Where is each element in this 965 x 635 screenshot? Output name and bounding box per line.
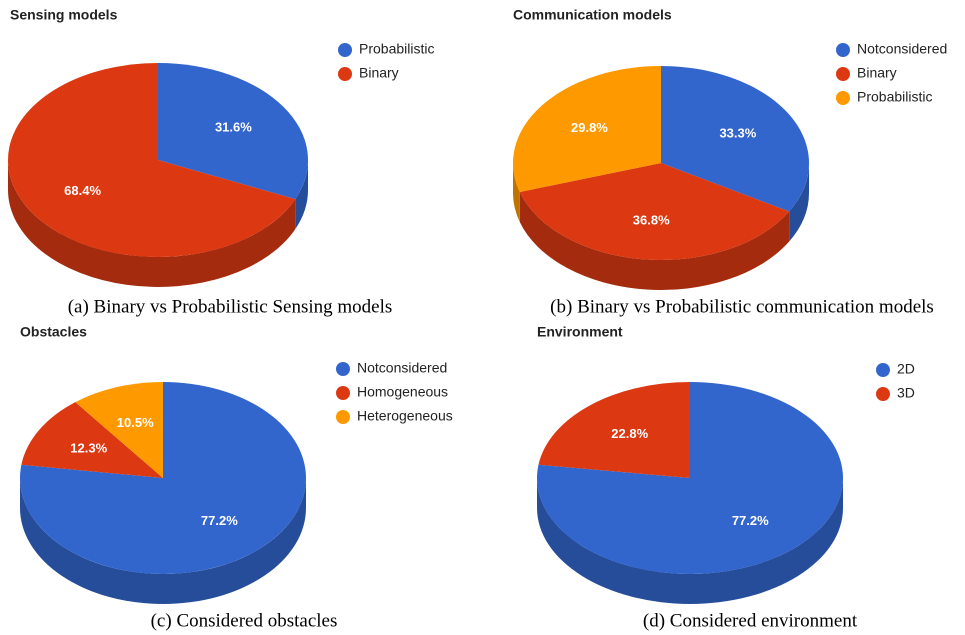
legend-swatch [876, 363, 890, 377]
pie-side [7, 160, 296, 287]
legend-label: 2D [897, 361, 915, 377]
legend-label: Probabilistic [359, 41, 434, 57]
pie-slice [7, 62, 296, 258]
pie-slice [661, 66, 809, 212]
pie-slice [513, 66, 661, 192]
legend-label: Homogeneous [357, 384, 448, 400]
chart-title: Obstacles [20, 324, 87, 340]
caption: (b) Binary vs Probabilistic communicatio… [550, 296, 934, 317]
value-label: 29.8% [571, 120, 608, 135]
pie-side [537, 478, 843, 604]
pie-slice [519, 163, 790, 260]
pie-side [789, 163, 809, 242]
legend-swatch [336, 410, 350, 424]
legend-label: Heterogeneous [357, 408, 453, 424]
legend-swatch [836, 91, 850, 105]
legend-swatch [336, 362, 350, 376]
legend-swatch [876, 387, 890, 401]
legend-swatch [836, 43, 850, 57]
value-label: 12.3% [70, 441, 107, 456]
pie-slice [19, 382, 306, 575]
legend-swatch [336, 386, 350, 400]
pie-slice [75, 382, 163, 478]
legend-label: Notconsidered [357, 360, 447, 376]
value-label: 31.6% [215, 120, 252, 135]
chart-title: Environment [537, 324, 623, 340]
pie-slice [158, 63, 308, 200]
chart-title: Sensing models [10, 7, 118, 23]
value-label: 77.2% [732, 513, 769, 528]
legend-swatch [836, 67, 850, 81]
pie-side [513, 163, 520, 222]
legend-swatch [338, 67, 352, 81]
legend-label: Probabilistic [857, 89, 932, 105]
pie-slice [537, 382, 843, 575]
legend-label: 3D [897, 385, 915, 401]
caption: (d) Considered environment [643, 610, 858, 631]
value-label: 10.5% [117, 415, 154, 430]
legend-label: Notconsidered [857, 41, 947, 57]
value-label: 33.3% [719, 125, 756, 140]
pie-side [519, 191, 790, 290]
pie-side [20, 478, 306, 604]
legend-swatch [338, 43, 352, 57]
value-label: 36.8% [633, 212, 670, 227]
pie-side [295, 160, 308, 230]
value-label: 22.8% [611, 426, 648, 441]
value-label: 77.2% [201, 513, 238, 528]
pie-slice [538, 382, 690, 478]
caption: (a) Binary vs Probabilistic Sensing mode… [68, 296, 393, 317]
value-label: 68.4% [64, 183, 101, 198]
caption: (c) Considered obstacles [151, 610, 338, 631]
legend-label: Binary [359, 65, 399, 81]
legend-label: Binary [857, 65, 897, 81]
chart-title: Communication models [513, 7, 672, 23]
pie-slice [21, 402, 164, 478]
